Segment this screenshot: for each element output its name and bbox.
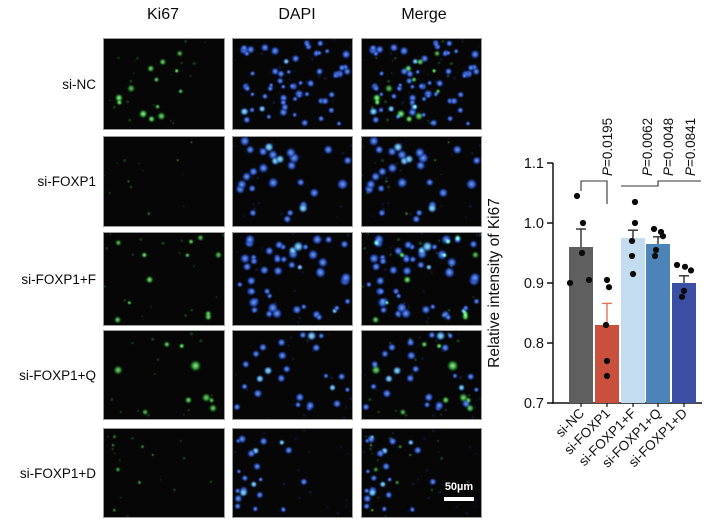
y-tick-label: 1.0	[524, 216, 544, 232]
scale-bar-line	[444, 497, 474, 501]
micrograph-dapi-si-foxp1+f	[232, 232, 353, 326]
p-value-label: P=0.0195	[600, 118, 615, 176]
y-tick-label: 0.8	[524, 336, 544, 352]
data-point	[603, 372, 611, 380]
y-axis-title: Relative intensity of Ki67	[486, 198, 503, 368]
scale-bar: 50µm	[440, 481, 478, 501]
scale-bar-label: 50µm	[444, 481, 474, 493]
row-label-si-foxp1-f: si-FOXP1+F	[21, 272, 96, 287]
column-header-dapi: DAPI	[278, 6, 316, 23]
row-label-si-foxp1-d: si-FOXP1+D	[19, 466, 96, 481]
data-point	[678, 293, 686, 300]
data-point	[687, 267, 695, 274]
micrograph-ki67-si-foxp1	[103, 136, 225, 227]
micrograph-merge-si-foxp1+d	[361, 428, 482, 518]
p-value-label: P=0.0062	[640, 118, 655, 176]
data-point	[579, 219, 587, 227]
micrograph-ki67-si-nc	[103, 38, 225, 130]
p-value-label: P=0.0048	[661, 118, 676, 176]
micrograph-merge-si-foxp1+f	[361, 232, 482, 326]
data-point	[652, 246, 660, 254]
bar-si-FOXP1+Q	[646, 244, 670, 403]
data-point	[650, 225, 658, 233]
data-point	[631, 219, 639, 227]
p-value-label: P=0.0841	[683, 118, 698, 176]
micrograph-ki67-si-foxp1+d	[103, 428, 225, 518]
y-tick-label: 0.9	[524, 276, 544, 292]
micrograph-dapi-si-foxp1+q	[232, 330, 353, 420]
data-point	[628, 252, 636, 260]
y-tick-label: 1.1	[524, 156, 544, 172]
data-point	[628, 237, 636, 245]
column-header-merge: Merge	[401, 6, 447, 23]
micrograph-ki67-si-foxp1+q	[103, 330, 225, 420]
data-point	[680, 287, 688, 294]
micrograph-dapi-si-foxp1+d	[232, 428, 353, 518]
micrograph-ki67-si-foxp1+f	[103, 232, 225, 326]
y-tick-label: 0.7	[524, 396, 544, 412]
bar-si-FOXP1+F	[621, 238, 645, 403]
data-point	[605, 284, 613, 291]
bar-chart: 0.7 0.8 0.9 1.0 1.1 Relative intensity of Ki6…	[486, 118, 702, 471]
data-point	[573, 192, 581, 200]
column-header-ki67: Ki67	[146, 6, 180, 23]
micrograph-merge-si-foxp1	[361, 136, 482, 227]
micrograph-merge-si-nc	[361, 38, 482, 130]
data-point	[651, 252, 659, 260]
sig-bracket-2	[621, 180, 701, 187]
data-point	[681, 263, 689, 270]
data-point	[566, 279, 574, 287]
data-point	[631, 198, 639, 206]
data-point	[673, 261, 681, 269]
micrograph-dapi-si-nc	[232, 38, 353, 130]
data-point	[578, 249, 586, 257]
data-point	[602, 321, 610, 329]
data-point	[585, 276, 593, 284]
data-point	[659, 233, 667, 240]
micrograph-dapi-si-foxp1	[232, 136, 353, 227]
data-point	[603, 357, 611, 365]
sig-bracket-1	[580, 180, 608, 204]
row-label-si-foxp1: si-FOXP1	[37, 174, 96, 189]
bar-si-NC	[569, 247, 593, 403]
bar-si-FOXP1+D	[672, 283, 696, 403]
data-point	[603, 276, 611, 284]
micrograph-merge-si-foxp1+q	[361, 330, 482, 420]
data-point	[629, 270, 637, 278]
row-label-si-foxp1-q: si-FOXP1+Q	[19, 368, 96, 383]
row-label-si-nc: si-NC	[62, 77, 96, 92]
